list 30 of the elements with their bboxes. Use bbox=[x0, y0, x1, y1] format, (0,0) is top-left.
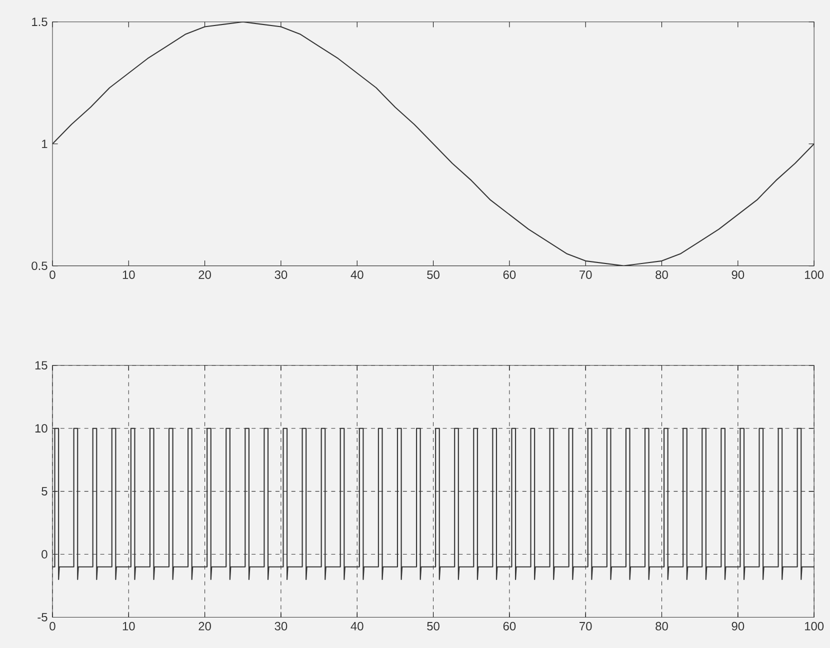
x-tick-label: 100 bbox=[805, 622, 824, 630]
x-tick-label: 20 bbox=[198, 622, 211, 630]
x-tick-label: 40 bbox=[350, 270, 364, 279]
x-tick-label: 50 bbox=[427, 270, 440, 279]
x-tick-label: 10 bbox=[122, 622, 135, 630]
x-tick-label: 90 bbox=[732, 270, 744, 279]
y-tick-label: 5 bbox=[42, 487, 48, 496]
x-tick-label: 40 bbox=[350, 622, 364, 630]
y-tick-label: 10 bbox=[35, 424, 48, 433]
x-tick-label: 60 bbox=[503, 622, 516, 630]
x-tick-label: 30 bbox=[274, 622, 288, 630]
x-tick-label: 80 bbox=[656, 270, 668, 279]
x-tick-label: 100 bbox=[805, 270, 824, 279]
y-tick-label: 15 bbox=[35, 361, 48, 370]
y-tick-label: 1.5 bbox=[32, 18, 48, 26]
x-tick-label: 80 bbox=[656, 622, 668, 630]
y-tick-label: 0.5 bbox=[32, 262, 48, 270]
x-tick-label: 90 bbox=[732, 622, 744, 630]
y-tick-label: 1 bbox=[42, 140, 48, 148]
x-tick-label: 70 bbox=[580, 622, 592, 630]
x-tick-label: 20 bbox=[198, 270, 211, 279]
x-tick-label: 10 bbox=[122, 270, 135, 279]
x-tick-label: 0 bbox=[50, 622, 56, 630]
x-tick-label: 70 bbox=[580, 270, 592, 279]
x-tick-label: 0 bbox=[50, 270, 56, 279]
y-tick-label: 0 bbox=[42, 550, 48, 558]
x-tick-label: 30 bbox=[274, 270, 288, 279]
x-tick-label: 60 bbox=[503, 270, 516, 279]
y-tick-label: -5 bbox=[38, 613, 48, 622]
x-tick-label: 50 bbox=[427, 622, 440, 630]
